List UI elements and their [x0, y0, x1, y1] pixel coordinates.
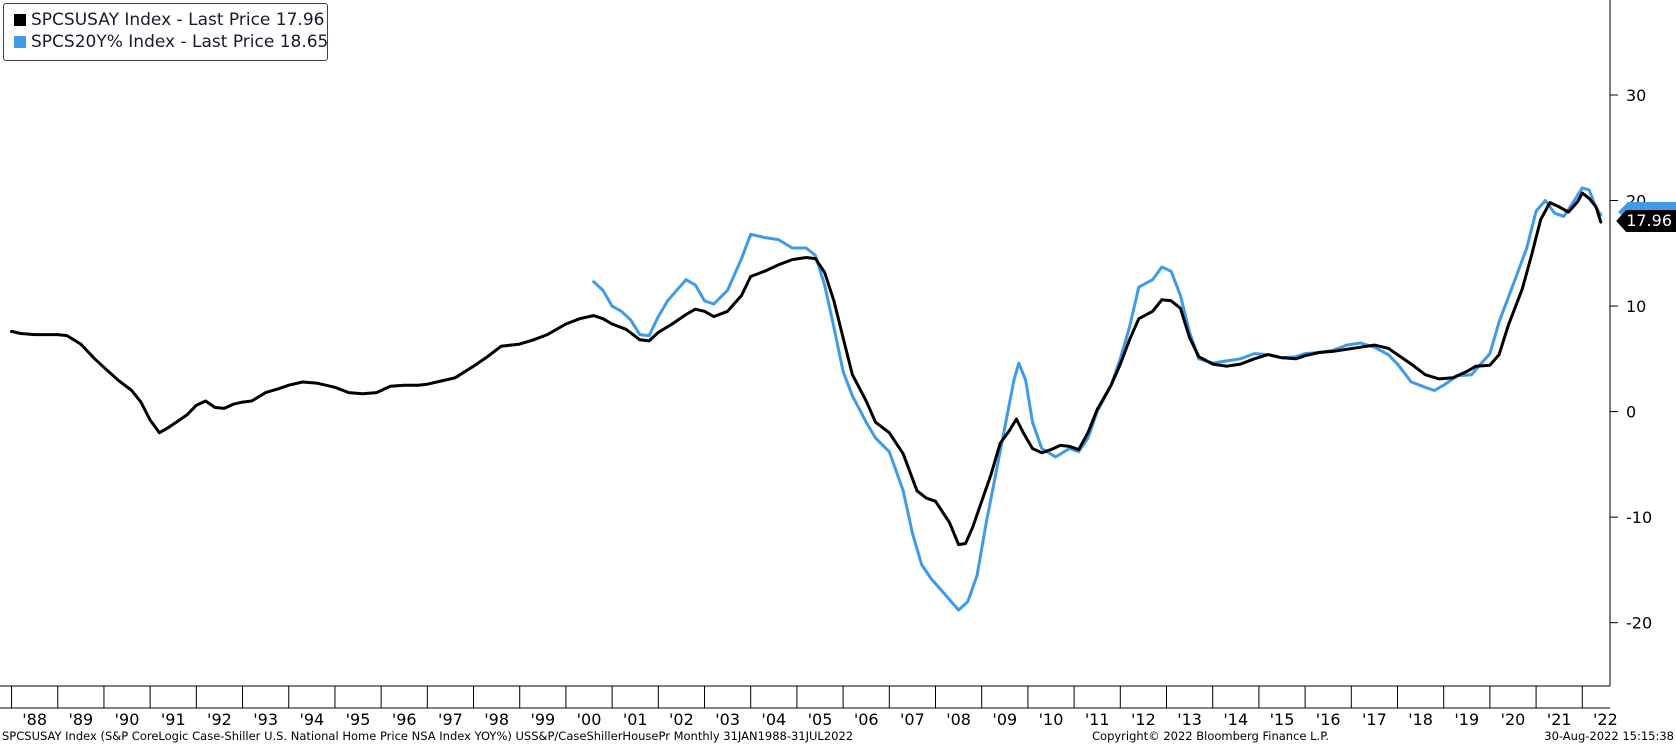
legend-item-spcs20y: SPCS20Y% Index - Last Price 18.65 — [14, 31, 329, 53]
series-line-spcs20y — [592, 186, 1603, 612]
y-tick-label: -10 — [1626, 508, 1652, 527]
legend-swatch-blue — [14, 36, 26, 48]
x-tick-label: '16 — [1316, 710, 1341, 729]
x-tick-label: '88 — [22, 710, 47, 729]
x-tick-label: '03 — [715, 710, 740, 729]
plot-frame — [0, 0, 1611, 709]
footer-copyright: Copyright© 2022 Bloomberg Finance L.P. — [1092, 729, 1329, 743]
x-tick-label: '02 — [669, 710, 694, 729]
last-value-tag: 17.96 — [1616, 210, 1676, 232]
legend-label-spcsusay: SPCSUSAY Index - Last Price 17.96 — [31, 10, 325, 30]
x-tick-label: '12 — [1131, 710, 1156, 729]
x-tick-label: '01 — [623, 710, 648, 729]
x-tick-label: '93 — [253, 710, 278, 729]
x-tick-label: '95 — [346, 710, 371, 729]
x-tick-label: '06 — [854, 710, 879, 729]
x-tick-label: '89 — [68, 710, 93, 729]
y-tick-label: 30 — [1626, 86, 1646, 105]
x-tick-label: '92 — [207, 710, 232, 729]
x-tick-label: '91 — [161, 710, 186, 729]
x-tick-label: '99 — [530, 710, 555, 729]
x-tick-label: '13 — [1177, 710, 1202, 729]
x-tick-label: '17 — [1362, 710, 1387, 729]
series-line-spcsusay — [10, 191, 1603, 547]
footer-timestamp: 30-Aug-2022 15:15:38 — [1544, 729, 1674, 743]
x-tick-label: '14 — [1223, 710, 1248, 729]
x-axis: '88 '89 '90 '91 '92 '93 '94 '95 '96 '97 '98 '99 '00 '… — [11, 686, 1618, 729]
x-tick-label: '90 — [115, 710, 140, 729]
y-tick-label: -20 — [1626, 614, 1652, 633]
x-tick-label: '94 — [299, 710, 324, 729]
x-tick-label: '00 — [577, 710, 602, 729]
x-tick-label: '18 — [1408, 710, 1433, 729]
x-tick-label: '15 — [1270, 710, 1295, 729]
legend-item-spcsusay: SPCSUSAY Index - Last Price 17.96 — [14, 9, 327, 31]
x-tick-label: '22 — [1593, 710, 1618, 729]
x-tick-label: '19 — [1454, 710, 1479, 729]
y-tick-label: 10 — [1626, 297, 1646, 316]
x-tick-label: '21 — [1547, 710, 1572, 729]
x-tick-label: '05 — [808, 710, 833, 729]
x-tick-label: '97 — [438, 710, 463, 729]
x-tick-label: '08 — [946, 710, 971, 729]
x-tick-label: '11 — [1085, 710, 1110, 729]
x-tick-label: '07 — [900, 710, 925, 729]
x-tick-label: '98 — [484, 710, 509, 729]
x-tick-label: '04 — [761, 710, 786, 729]
series-layer — [10, 186, 1603, 612]
legend: SPCSUSAY Index - Last Price 17.96 SPCS20… — [3, 3, 328, 61]
legend-label-spcs20y: SPCS20Y% Index - Last Price 18.65 — [31, 32, 329, 52]
x-tick-label: '20 — [1501, 710, 1526, 729]
x-tick-label: '09 — [992, 710, 1017, 729]
x-tick-label: '96 — [392, 710, 417, 729]
x-tick-label: '10 — [1039, 710, 1064, 729]
footer-description: SPCSUSAY Index (S&P CoreLogic Case-Shill… — [2, 729, 854, 743]
y-tick-label: 0 — [1626, 403, 1636, 422]
legend-swatch-black — [14, 14, 26, 26]
